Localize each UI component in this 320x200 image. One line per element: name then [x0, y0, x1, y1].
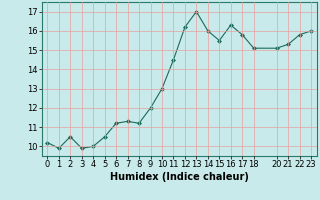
X-axis label: Humidex (Indice chaleur): Humidex (Indice chaleur) — [110, 172, 249, 182]
